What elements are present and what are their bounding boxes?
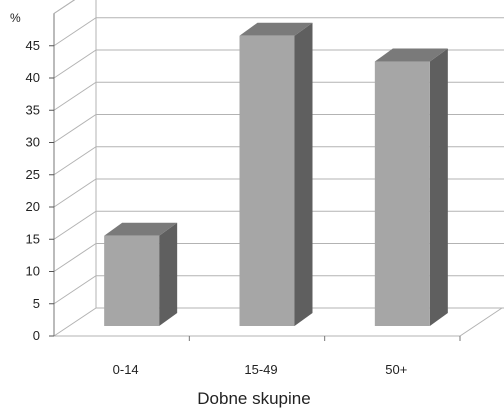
y-tick-label: 20 [26, 199, 40, 214]
bar-side [294, 22, 313, 326]
gridline [53, 0, 76, 14]
bar-top [104, 222, 178, 236]
bar-front [239, 35, 295, 326]
bar-front [374, 61, 430, 327]
y-tick-label: 35 [26, 102, 40, 117]
y-axis-ticks: 0 5 10 15 20 25 30 35 40 45 [26, 38, 54, 343]
y-tick-label: 15 [26, 231, 40, 246]
y-tick-label: 45 [26, 38, 40, 53]
x-tick-label: 15-49 [244, 362, 277, 377]
back-wall-edge [53, 0, 76, 336]
bar [239, 22, 313, 326]
gridline [53, 17, 504, 47]
x-axis-title: Dobne skupine [197, 389, 310, 408]
bar-top [239, 22, 313, 36]
y-tick-label: 40 [26, 70, 40, 85]
gridline [53, 49, 504, 79]
y-tick-label: 0 [33, 328, 40, 343]
bar-side [429, 48, 448, 327]
bar-side [159, 222, 178, 326]
bar [374, 48, 448, 327]
y-tick-label: 25 [26, 167, 40, 182]
x-tick-label: 50+ [385, 362, 407, 377]
y-tick-label: 5 [33, 296, 40, 311]
bar-front [104, 235, 160, 326]
x-axis-ticks: 0-14 15-49 50+ [113, 336, 461, 377]
bars [104, 22, 448, 327]
y-axis-unit-label: % [10, 11, 21, 25]
y-tick-label: 10 [26, 264, 40, 279]
bar [104, 222, 178, 326]
y-tick-label: 30 [26, 135, 40, 150]
x-tick-label: 0-14 [113, 362, 139, 377]
bar-top [374, 48, 448, 62]
